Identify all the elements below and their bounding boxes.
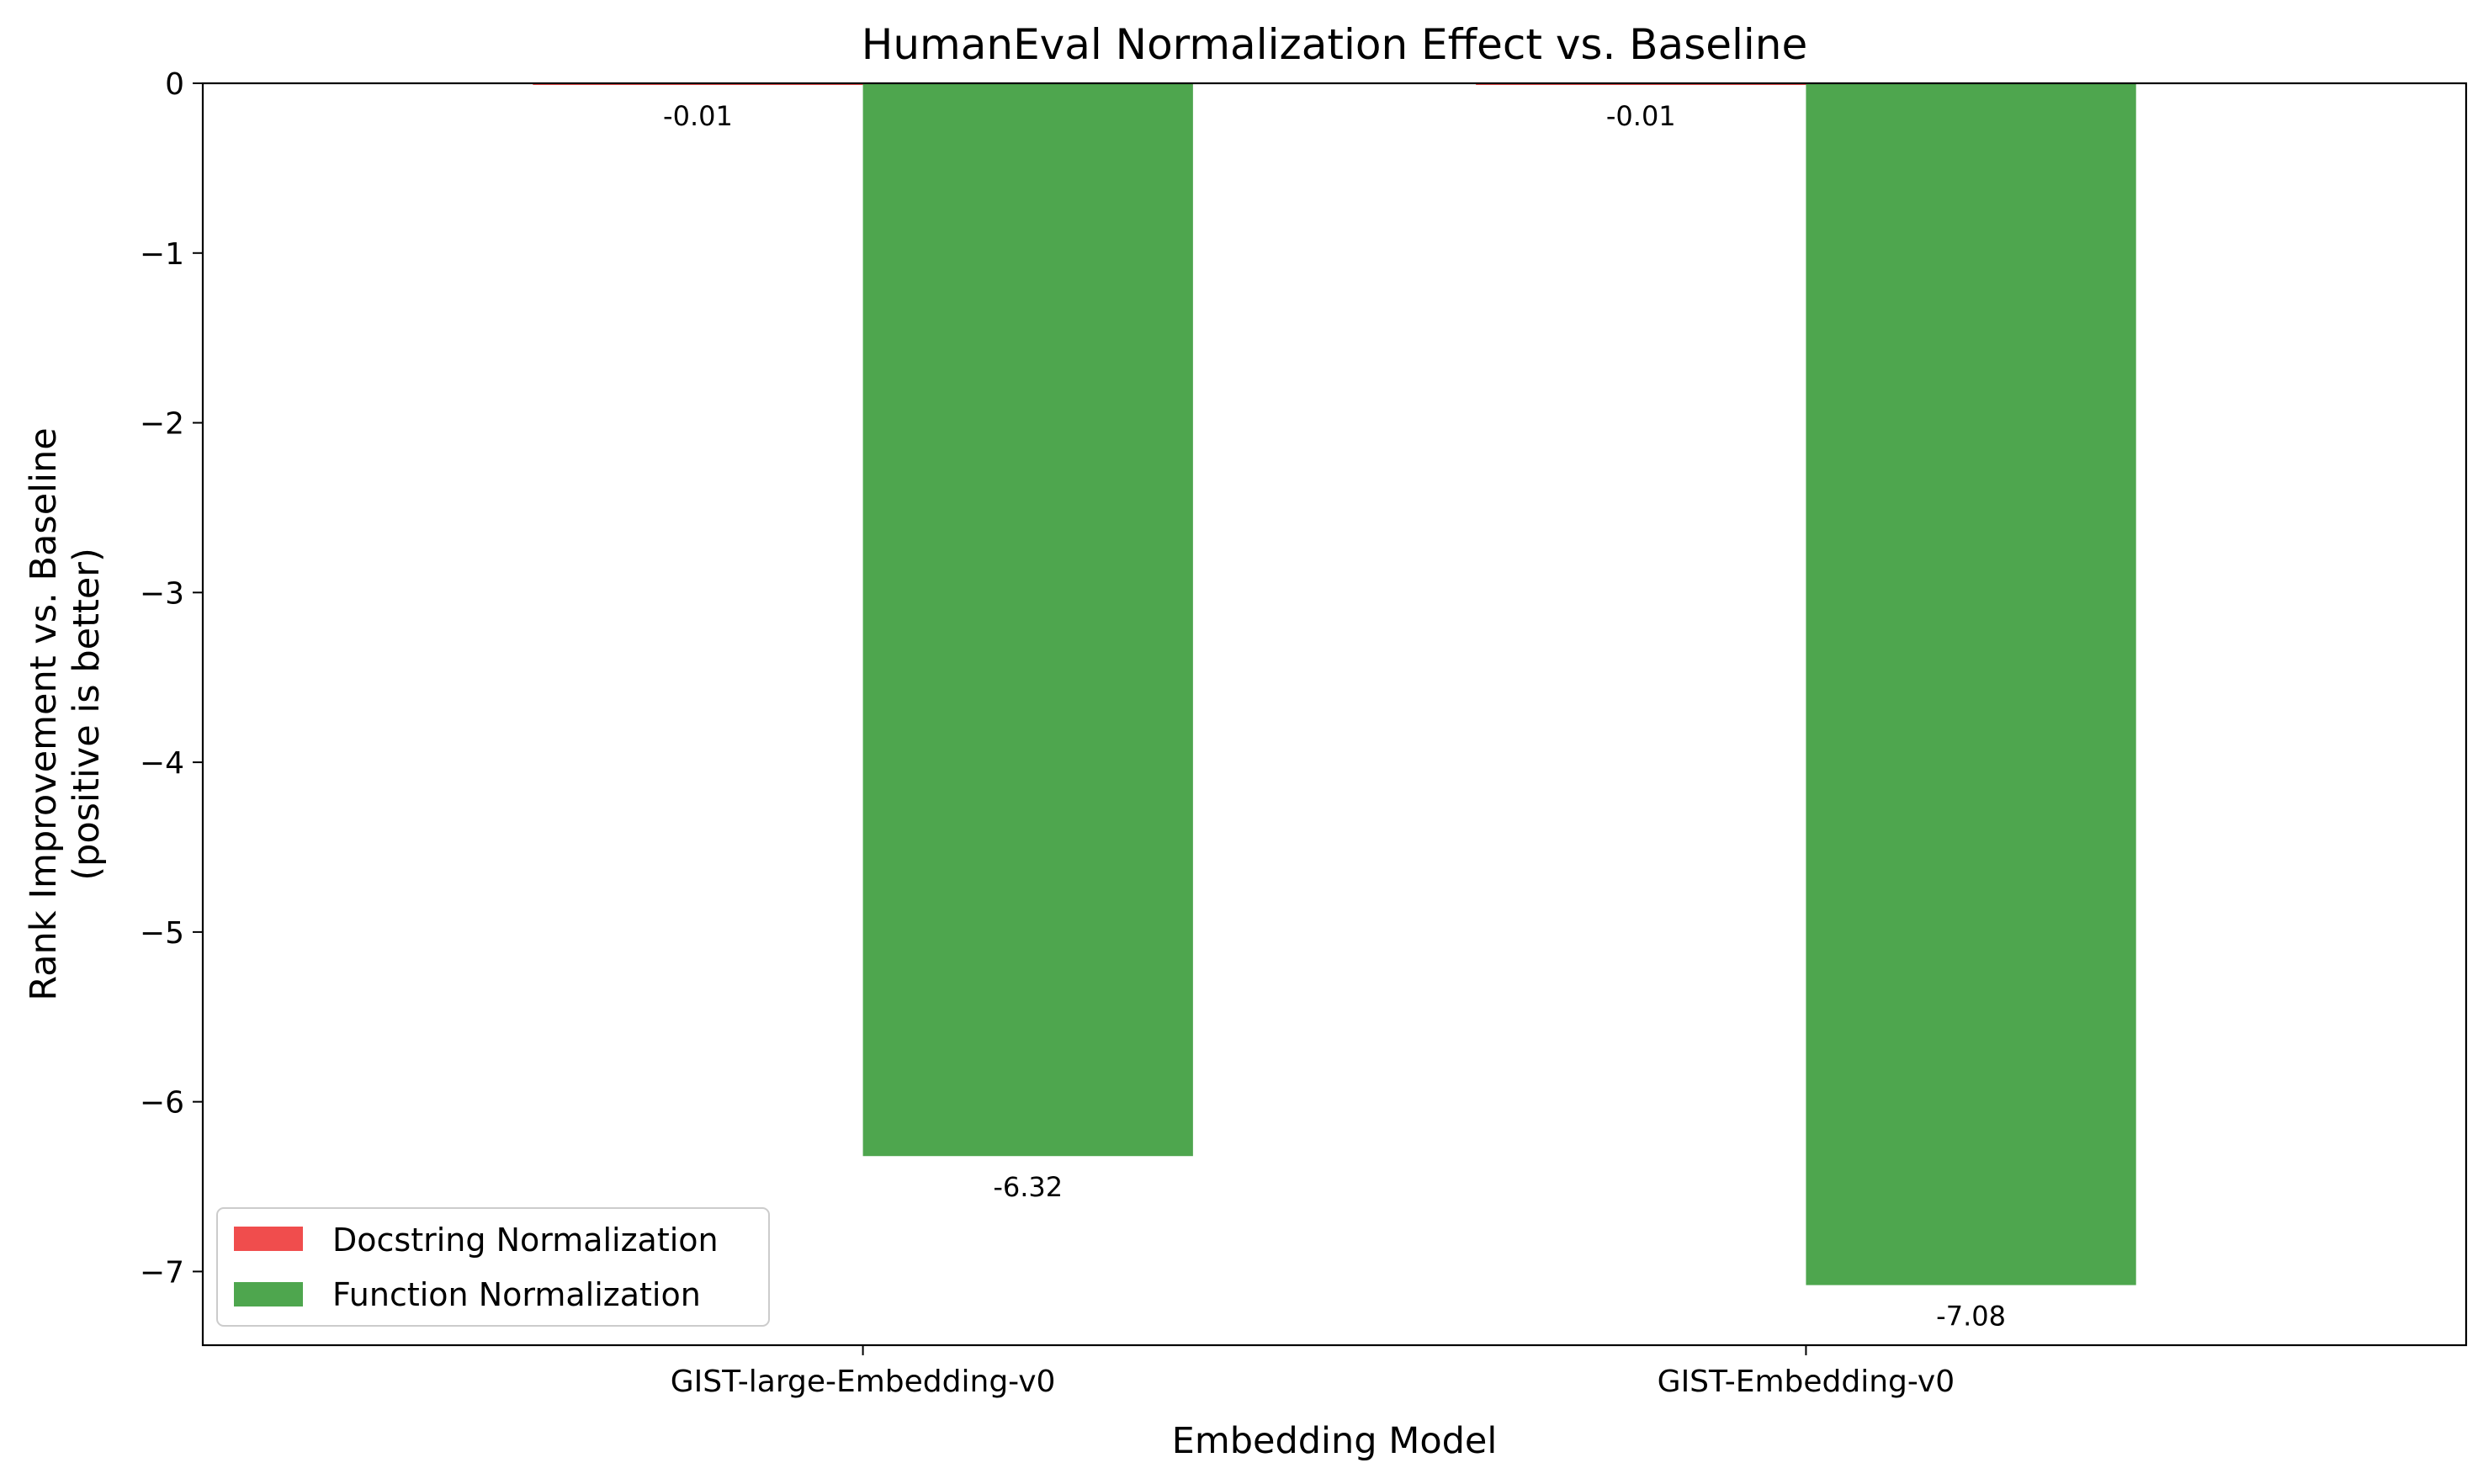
x-axis-label: Embedding Model (1172, 1420, 1498, 1462)
bar-value-label-series-1-cat-1: -7.08 (1936, 1301, 2006, 1333)
chart-title: HumanEval Normalization Effect vs. Basel… (862, 20, 1808, 69)
legend-swatch-docstring (234, 1227, 303, 1251)
y-axis-label-line-2: (positive is better) (66, 548, 108, 881)
y-tick-label: −7 (140, 1255, 184, 1290)
bar-value-label-series-0-cat-1: -0.01 (1606, 100, 1676, 132)
legend: Docstring Normalization Function Normali… (216, 1207, 770, 1327)
legend-label-function: Function Normalization (332, 1276, 701, 1313)
y-tick-label: −2 (140, 407, 184, 442)
bar-series-1-cat-0 (862, 83, 1193, 1157)
y-tick-label: −5 (140, 916, 184, 951)
x-ticks-group: GIST-large-Embedding-v0 GIST-Embedding-v0 (671, 1345, 1955, 1399)
y-tick-label: −4 (140, 746, 184, 781)
legend-label-docstring: Docstring Normalization (332, 1222, 719, 1259)
bar-labels-group: -0.01 -0.01 -6.32 -7.08 (663, 100, 2006, 1333)
y-tick-label: −1 (140, 237, 184, 272)
y-tick-label: 0 (165, 67, 184, 102)
y-axis-label-line-1: Rank Improvement vs. Baseline (23, 427, 65, 1001)
y-ticks-group: 0 −1 −2 −3 −4 −5 −6 −7 (140, 67, 203, 1290)
bar-value-label-series-1-cat-0: -6.32 (993, 1171, 1063, 1203)
y-tick-label: −6 (140, 1086, 184, 1121)
bars-group (533, 83, 2136, 1285)
legend-frame (216, 1207, 770, 1327)
axes-frame (201, 82, 2468, 1347)
bar-value-label-series-0-cat-0: -0.01 (663, 100, 733, 132)
bar-series-1-cat-1 (1806, 83, 2136, 1285)
y-tick-label: −3 (140, 576, 184, 611)
legend-swatch-function (234, 1282, 303, 1306)
x-tick-label: GIST-large-Embedding-v0 (671, 1365, 1056, 1399)
x-tick-label: GIST-Embedding-v0 (1658, 1365, 1955, 1399)
